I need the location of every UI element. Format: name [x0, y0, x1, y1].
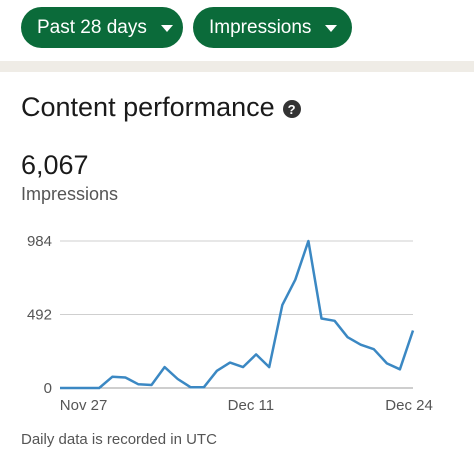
filter-bar: Past 28 days Impressions: [0, 0, 474, 60]
x-tick-label: Nov 27: [60, 397, 108, 414]
caret-down-icon: [160, 25, 173, 32]
metric-dropdown-label: Impressions: [209, 16, 312, 38]
y-tick-label: 492: [27, 307, 52, 324]
impressions-series-line: [60, 239, 415, 390]
date-range-dropdown[interactable]: Past 28 days: [21, 7, 183, 48]
footnote: Daily data is recorded in UTC: [21, 431, 217, 448]
caret-down-icon: [325, 25, 338, 32]
y-tick-label: 984: [27, 233, 52, 250]
impressions-line-chart: 984 492 0 Nov 27 Dec 11 Dec 24: [27, 233, 433, 414]
date-range-label: Past 28 days: [37, 16, 147, 38]
total-label: Impressions: [21, 184, 119, 204]
section-title-text: Content performance: [21, 92, 275, 122]
x-tick-label: Dec 11: [228, 397, 274, 414]
x-tick-label: Dec 24: [385, 397, 433, 414]
total-value: 6,067: [21, 150, 89, 180]
help-icon[interactable]: ?: [282, 100, 301, 118]
section-title: Content performance ?: [21, 92, 301, 123]
y-tick-label: 0: [44, 380, 52, 397]
section-divider: [0, 61, 474, 72]
metric-dropdown[interactable]: Impressions: [193, 7, 352, 48]
